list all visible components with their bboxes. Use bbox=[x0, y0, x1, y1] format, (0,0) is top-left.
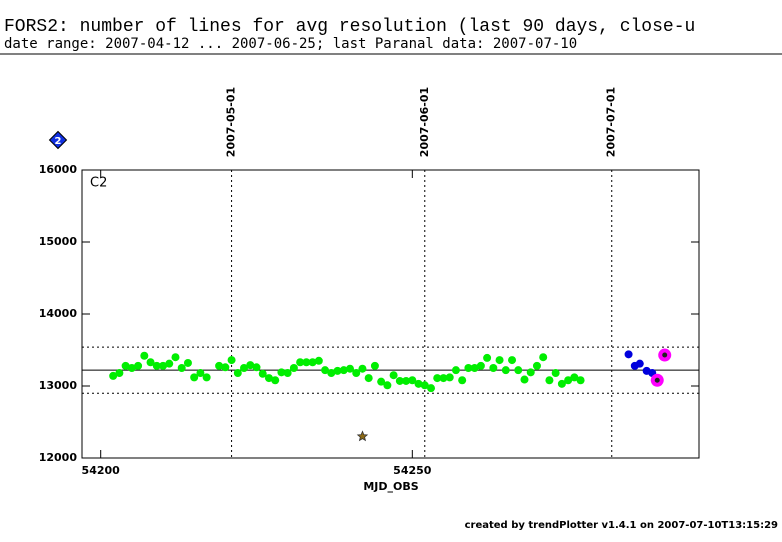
point bbox=[383, 381, 392, 390]
point bbox=[121, 361, 130, 370]
point bbox=[165, 359, 174, 368]
point bbox=[146, 358, 155, 367]
point bbox=[570, 373, 579, 382]
badge-label: 2 bbox=[55, 136, 62, 147]
point bbox=[551, 369, 560, 378]
point bbox=[246, 361, 255, 370]
point bbox=[177, 364, 186, 372]
point bbox=[464, 364, 473, 372]
point bbox=[115, 369, 124, 378]
point bbox=[159, 361, 168, 370]
point bbox=[140, 351, 149, 360]
point bbox=[402, 376, 411, 385]
point bbox=[564, 376, 573, 385]
point bbox=[439, 374, 448, 383]
date-label: 2007-06-01 bbox=[418, 87, 431, 157]
point bbox=[451, 366, 460, 375]
chart-subtitle: date range: 2007-04-12 ... 2007-06-25; l… bbox=[4, 36, 577, 52]
point bbox=[356, 430, 369, 442]
point bbox=[227, 356, 236, 365]
point bbox=[370, 361, 379, 370]
point bbox=[483, 353, 492, 362]
point bbox=[296, 358, 305, 367]
date-label: 2007-07-01 bbox=[605, 87, 618, 157]
point bbox=[495, 356, 504, 365]
point bbox=[532, 361, 541, 370]
point bbox=[271, 376, 280, 385]
point bbox=[134, 361, 143, 370]
point bbox=[233, 369, 242, 378]
point bbox=[221, 363, 230, 372]
point bbox=[501, 366, 510, 375]
point bbox=[339, 366, 348, 375]
point bbox=[557, 379, 566, 388]
point bbox=[514, 366, 523, 375]
point-center bbox=[654, 377, 660, 383]
point bbox=[152, 361, 161, 370]
footer: created by trendPlotter v1.4.1 on 2007-0… bbox=[465, 520, 778, 531]
point bbox=[635, 359, 644, 368]
point bbox=[389, 371, 398, 380]
point bbox=[377, 377, 386, 386]
point bbox=[314, 356, 323, 365]
point bbox=[302, 358, 311, 367]
point bbox=[364, 374, 373, 383]
y-tick-label: 15000 bbox=[39, 235, 78, 248]
point bbox=[183, 358, 192, 367]
point bbox=[489, 364, 498, 372]
badge-icon bbox=[48, 130, 68, 150]
point bbox=[345, 364, 354, 373]
point bbox=[508, 356, 517, 365]
point bbox=[420, 381, 429, 390]
point bbox=[215, 361, 224, 370]
point bbox=[196, 369, 205, 378]
x-tick-label: 54250 bbox=[393, 464, 432, 477]
date-label: 2007-05-01 bbox=[225, 87, 238, 157]
chart-title: FORS2: number of lines for avg resolutio… bbox=[4, 17, 695, 37]
point bbox=[427, 384, 436, 393]
point-center bbox=[662, 352, 668, 358]
y-tick-label: 16000 bbox=[39, 163, 78, 176]
point bbox=[258, 369, 267, 378]
y-tick-label: 14000 bbox=[39, 307, 78, 320]
panel-label: C2 bbox=[90, 176, 107, 191]
point bbox=[624, 350, 633, 359]
point bbox=[414, 379, 423, 388]
point bbox=[289, 364, 298, 372]
point bbox=[520, 375, 529, 384]
point bbox=[352, 369, 361, 378]
point bbox=[327, 369, 336, 378]
y-tick-label: 12000 bbox=[39, 451, 78, 464]
point bbox=[308, 358, 317, 367]
point bbox=[408, 376, 417, 385]
point bbox=[202, 373, 211, 382]
point bbox=[395, 376, 404, 385]
point bbox=[445, 373, 454, 382]
point bbox=[264, 374, 273, 383]
point bbox=[277, 368, 286, 377]
point bbox=[321, 366, 330, 375]
point bbox=[470, 364, 479, 372]
point bbox=[576, 376, 585, 385]
point bbox=[109, 371, 118, 380]
point bbox=[252, 363, 261, 372]
point bbox=[240, 364, 249, 372]
point bbox=[127, 364, 136, 372]
x-tick-label: 54200 bbox=[82, 464, 121, 477]
point bbox=[171, 353, 180, 362]
point bbox=[333, 366, 342, 375]
point bbox=[433, 374, 442, 383]
x-axis-label: MJD_OBS bbox=[363, 480, 418, 493]
point bbox=[476, 361, 485, 370]
y-tick-label: 13000 bbox=[39, 379, 78, 392]
point bbox=[458, 376, 467, 385]
point bbox=[545, 376, 554, 385]
plot-frame bbox=[81, 169, 700, 459]
point bbox=[283, 369, 292, 378]
point bbox=[526, 368, 535, 377]
point bbox=[539, 353, 548, 362]
point bbox=[358, 364, 367, 373]
point bbox=[190, 373, 199, 382]
